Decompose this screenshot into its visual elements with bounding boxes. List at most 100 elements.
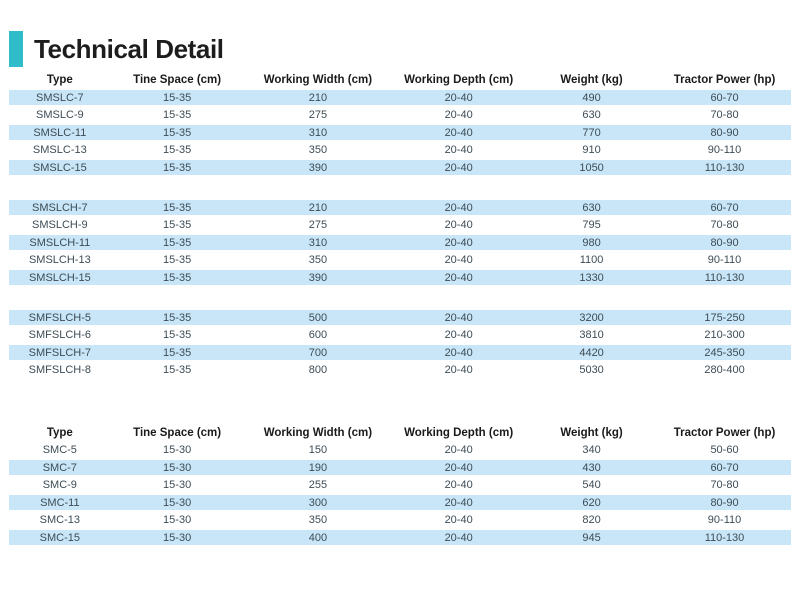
column-header: Tractor Power (hp): [673, 426, 776, 439]
table-cell: 340: [582, 444, 601, 456]
table-cell: 50-60: [710, 444, 739, 456]
table-cell: 70-80: [710, 219, 739, 231]
table-cell: 20-40: [444, 201, 473, 214]
table-row: SMFSLCH-5 15-35 500 20-40 3200 175-250: [9, 310, 791, 325]
table-cell: 15-35: [163, 219, 192, 231]
table-cell: 3810: [579, 329, 604, 341]
table-cell: 20-40: [444, 496, 473, 509]
table-cell: 350: [308, 144, 328, 156]
table-cell: 15-35: [163, 271, 192, 284]
column-header: Type: [46, 426, 73, 439]
column-header: Tractor Power (hp): [673, 74, 776, 86]
table-cell: 15-35: [163, 311, 192, 324]
table-cell: SMFSLCH-6: [28, 329, 91, 341]
table-cell: 90-110: [707, 514, 742, 526]
table-cell: SMSLCH-13: [28, 254, 91, 266]
table-cell: 770: [582, 126, 601, 139]
table-cell: 20-40: [444, 346, 473, 359]
table-cell: 20-40: [444, 311, 473, 324]
table-cell: 700: [308, 346, 328, 359]
title-accent-bar: [9, 31, 23, 67]
table-cell: SMFSLCH-8: [28, 364, 91, 376]
table-cell: 175-250: [704, 311, 745, 324]
table-cell: 20-40: [444, 236, 473, 249]
table-cell: 80-90: [710, 126, 739, 139]
column-header: Working Width (cm): [263, 426, 373, 439]
table-cell: 90-110: [707, 254, 742, 266]
table-row: SMSLCH-11 15-35 310 20-40 980 80-90: [9, 235, 791, 250]
table-cell: SMSLCH-11: [29, 236, 91, 249]
spec-table-lower: Type Tine Space (cm) Working Width (cm) Wor…: [9, 420, 791, 545]
table-cell: 600: [308, 329, 328, 341]
table-cell: 15-35: [163, 236, 192, 249]
table-row: SMSLC-9 15-35 275 20-40 630 70-80: [9, 108, 791, 123]
table-cell: 20-40: [444, 144, 473, 156]
table-cell: SMSLC-7: [35, 91, 84, 104]
table-cell: 110-130: [704, 531, 745, 544]
table-cell: 20-40: [444, 91, 473, 104]
table-cell: 60-70: [710, 461, 739, 474]
table-cell: 70-80: [710, 109, 739, 121]
page-header: Technical Detail: [9, 0, 791, 67]
table-row: SMSLCH-15 15-35 390 20-40 1330 110-130: [9, 270, 791, 285]
table-cell: 80-90: [710, 496, 739, 509]
table-cell: 300: [308, 496, 328, 509]
table-section-smfslch: SMFSLCH-5 15-35 500 20-40 3200 175-250 SMFSLCH…: [9, 310, 791, 378]
table-cell: 210: [308, 201, 328, 214]
table-section-smc: SMC-5 15-30 150 20-40 340 50-60 SMC-7 15-30 190 2…: [9, 443, 791, 545]
table-cell: 20-40: [444, 461, 473, 474]
table-cell: SMC-5: [42, 444, 77, 456]
table-row: SMFSLCH-7 15-35 700 20-40 4420 245-350: [9, 345, 791, 360]
table-cell: 110-130: [704, 271, 745, 284]
table-cell: 800: [308, 364, 328, 376]
column-header: Weight (kg): [560, 426, 623, 439]
table-cell: 90-110: [707, 144, 742, 156]
table-cell: 15-35: [163, 346, 192, 359]
table-header-row: Type Tine Space (cm) Working Width (cm) Wor…: [9, 420, 791, 443]
table-cell: 540: [582, 479, 601, 491]
table-row: SMSLC-15 15-35 390 20-40 1050 110-130: [9, 160, 791, 175]
table-row: SMSLC-11 15-35 310 20-40 770 80-90: [9, 125, 791, 140]
page-title: Technical Detail: [34, 33, 224, 64]
table-cell: 400: [308, 531, 328, 544]
table-cell: 280-400: [704, 364, 745, 376]
table-row: SMC-7 15-30 190 20-40 430 60-70: [9, 460, 791, 475]
column-header: Working Depth (cm): [404, 74, 514, 86]
table-cell: 190: [308, 461, 328, 474]
table-cell: 15-30: [163, 479, 192, 491]
table-section-smslch: SMSLCH-7 15-35 210 20-40 630 60-70 SMSLCH-9 15-…: [9, 200, 791, 285]
table-cell: 275: [308, 219, 328, 231]
table-cell: 275: [308, 109, 328, 121]
table-cell: 820: [582, 514, 601, 526]
table-cell: 20-40: [444, 254, 473, 266]
table-cell: 15-35: [163, 254, 192, 266]
table-cell: 15-35: [163, 329, 192, 341]
table-cell: 980: [582, 236, 601, 249]
table-cell: 430: [582, 461, 601, 474]
table-cell: 1100: [579, 254, 604, 266]
table-cell: 20-40: [444, 531, 473, 544]
table-cell: 110-130: [704, 161, 745, 174]
table-cell: 15-30: [163, 531, 192, 544]
table-cell: 20-40: [444, 109, 473, 121]
table-row: SMSLC-13 15-35 350 20-40 910 90-110: [9, 143, 791, 158]
table-cell: 60-70: [710, 201, 739, 214]
table-cell: SMSLC-13: [32, 144, 87, 156]
table-cell: 490: [582, 91, 601, 104]
table-cell: 350: [308, 254, 328, 266]
table-cell: 20-40: [444, 444, 473, 456]
table-cell: 15-35: [163, 364, 192, 376]
column-header: Weight (kg): [560, 74, 623, 86]
table-cell: 15-30: [163, 496, 192, 509]
table-cell: 310: [308, 126, 328, 139]
table-row: SMSLCH-9 15-35 275 20-40 795 70-80: [9, 218, 791, 233]
table-cell: 15-30: [163, 514, 192, 526]
table-cell: 795: [582, 219, 601, 231]
table-cell: 630: [582, 109, 601, 121]
table-row: SMSLCH-13 15-35 350 20-40 1100 90-110: [9, 253, 791, 268]
table-cell: 60-70: [710, 91, 739, 104]
table-cell: 3200: [579, 311, 604, 324]
table-cell: SMSLC-11: [33, 126, 87, 139]
table-cell: 20-40: [444, 514, 473, 526]
table-cell: 20-40: [444, 219, 473, 231]
